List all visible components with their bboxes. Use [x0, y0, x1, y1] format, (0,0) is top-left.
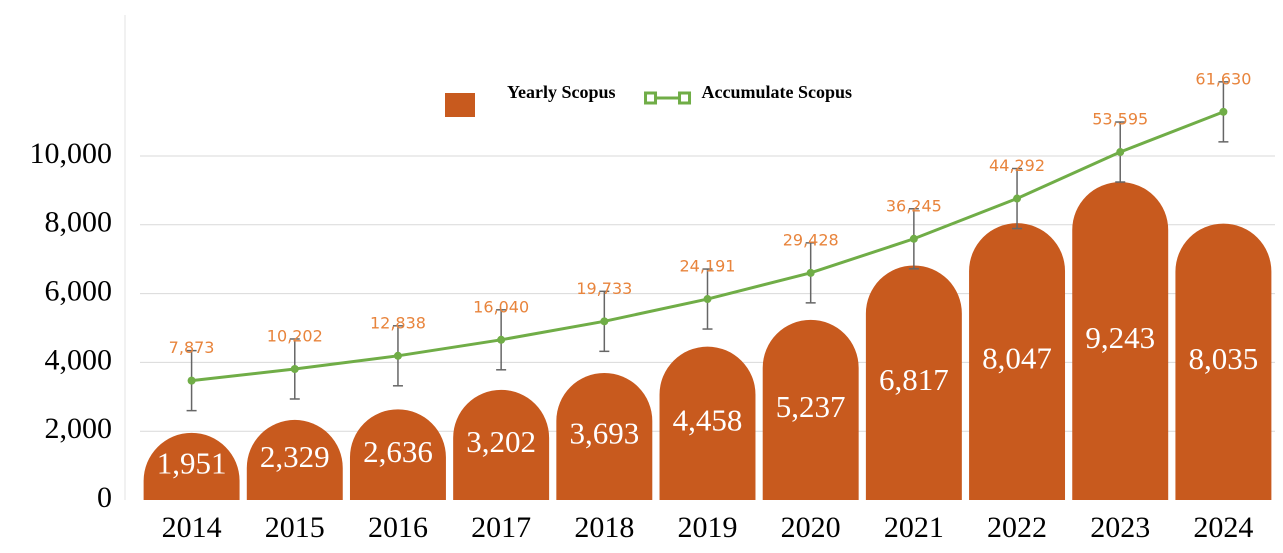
bar [143, 432, 240, 500]
bar [349, 409, 446, 500]
y-tick-label: 2,000 [45, 412, 113, 445]
line-point [909, 234, 918, 243]
bar [556, 372, 653, 500]
bar-value-label: 6,817 [879, 362, 949, 397]
line-point [703, 295, 712, 304]
line-value-label: 44,292 [989, 156, 1045, 175]
x-tick-label: 2014 [162, 511, 222, 544]
bar-value-label: 8,047 [982, 341, 1052, 376]
line-value-label: 12,838 [370, 313, 426, 332]
x-tick-label: 2018 [574, 511, 634, 544]
bar-value-label: 1,951 [157, 446, 227, 481]
y-tick-label: 0 [97, 481, 112, 514]
bar-value-label: 8,035 [1189, 341, 1259, 376]
y-tick-label: 6,000 [45, 274, 113, 307]
y-tick-label: 4,000 [45, 343, 113, 376]
legend: Yearly Scopus Accumulate Scopus [445, 82, 852, 117]
bar-value-label: 3,202 [466, 424, 536, 459]
legend-swatch [678, 91, 692, 105]
line-value-label: 16,040 [473, 297, 529, 316]
bar [453, 389, 550, 500]
x-tick-label: 2021 [884, 511, 944, 544]
x-tick-label: 2024 [1193, 511, 1253, 544]
bar-value-label: 9,243 [1085, 320, 1155, 355]
y-tick-label: 8,000 [45, 206, 113, 239]
bar-value-label: 2,329 [260, 439, 330, 474]
x-tick-label: 2016 [368, 511, 428, 544]
bar [246, 419, 343, 500]
line-value-label: 19,733 [576, 279, 632, 298]
line-value-label: 36,245 [886, 196, 942, 215]
bar-value-label: 3,693 [569, 416, 639, 451]
line-point [393, 351, 402, 360]
x-tick-label: 2020 [781, 511, 841, 544]
line-point [187, 376, 196, 385]
bar [659, 346, 756, 500]
x-tick-label: 2023 [1090, 511, 1150, 544]
line-value-label: 10,202 [267, 326, 323, 345]
line-point [600, 317, 609, 326]
line-value-label: 61,630 [1195, 69, 1251, 88]
legend-swatch [445, 93, 475, 117]
bar [762, 319, 859, 500]
line-point [1219, 107, 1228, 116]
line-value-label: 7,873 [169, 338, 215, 357]
line-value-label: 24,191 [680, 257, 736, 276]
bar [1072, 182, 1169, 500]
bar [1175, 223, 1272, 500]
line-point [290, 364, 299, 373]
line [191, 110, 1224, 383]
bar-value-label: 2,636 [363, 434, 433, 469]
line-point [497, 335, 506, 344]
bar-value-label: 5,237 [776, 389, 846, 424]
legend-swatch [644, 91, 658, 105]
bar [865, 265, 962, 500]
line-value-label: 53,595 [1092, 110, 1148, 129]
x-tick-label: 2019 [678, 511, 738, 544]
legend-label: Yearly Scopus [507, 82, 616, 102]
bar [969, 223, 1066, 500]
line-point [1116, 148, 1125, 157]
line-point [1013, 194, 1022, 203]
bar-value-label: 4,458 [673, 402, 743, 437]
line-value-label: 29,428 [783, 230, 839, 249]
x-tick-label: 2015 [265, 511, 325, 544]
x-tick-label: 2022 [987, 511, 1047, 544]
x-tick-label: 2017 [471, 511, 531, 544]
line-point [806, 268, 815, 277]
y-tick-label: 10,000 [30, 137, 113, 170]
legend-label: Accumulate Scopus [702, 82, 853, 102]
